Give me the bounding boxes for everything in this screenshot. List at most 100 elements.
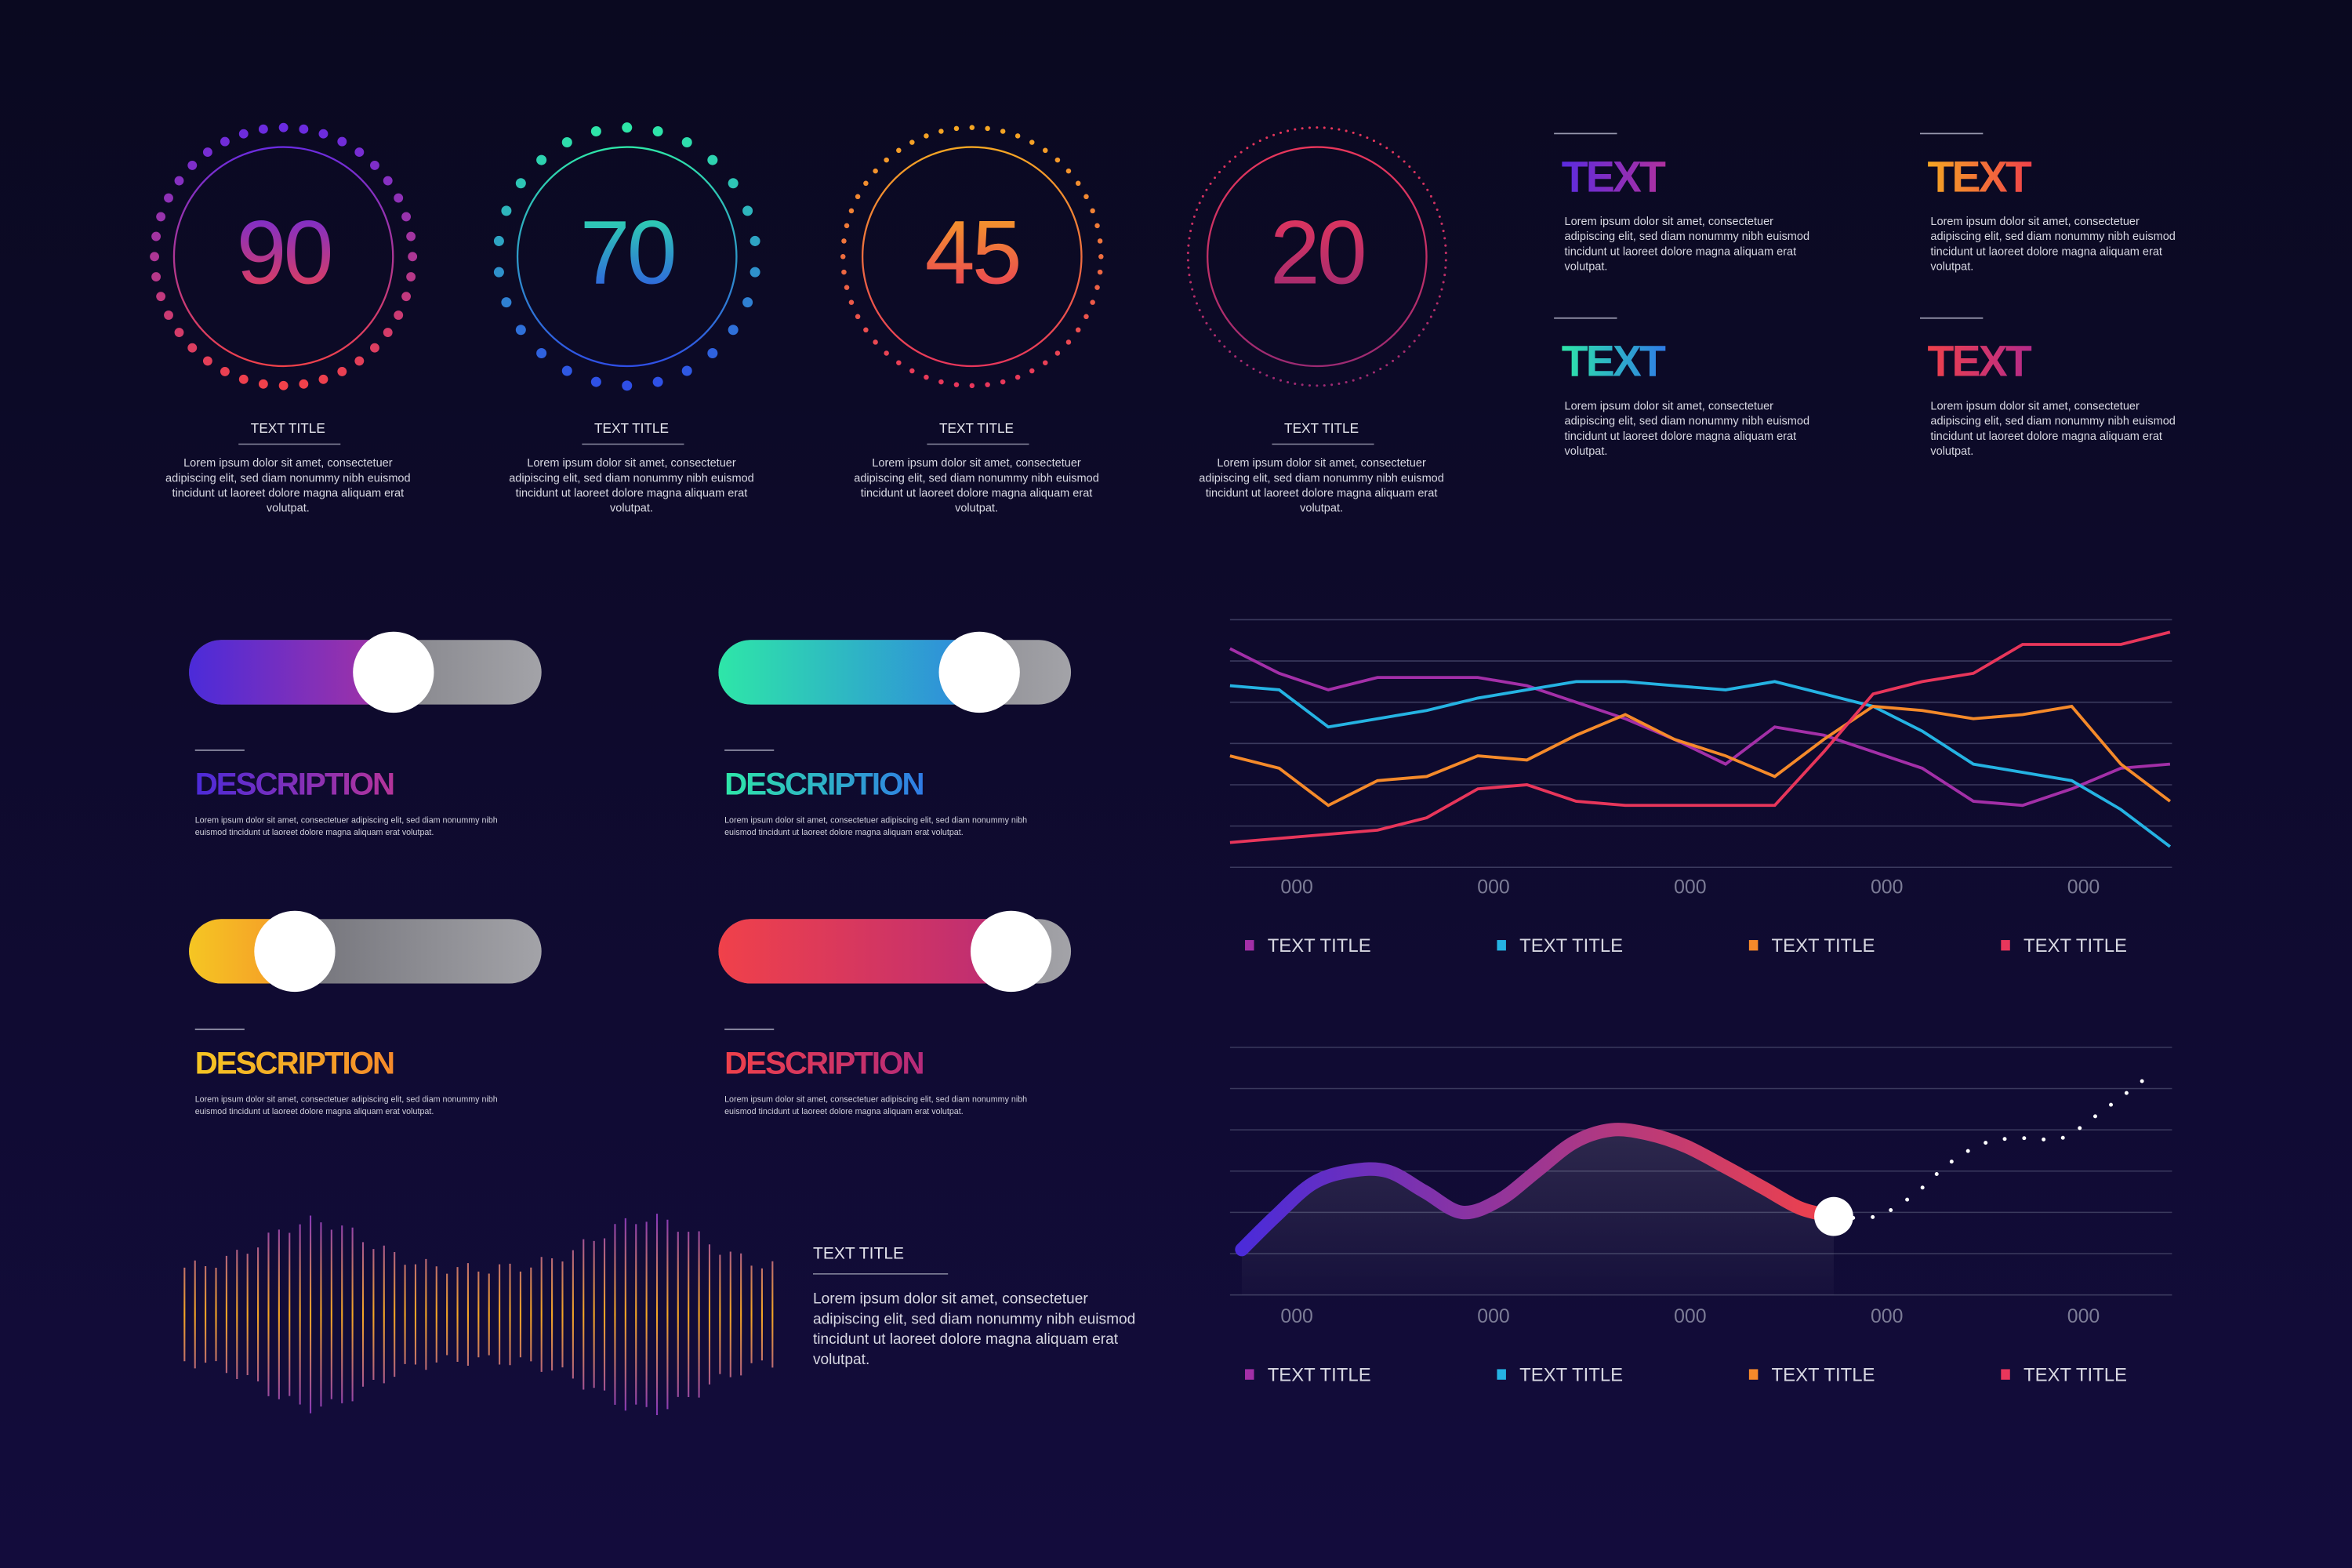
gauge-dot bbox=[318, 374, 328, 384]
gauge-dot bbox=[652, 376, 663, 387]
x-tick-label: 000 bbox=[1674, 877, 1706, 898]
gauge-dot bbox=[652, 125, 663, 136]
gauge-dot bbox=[1090, 299, 1095, 305]
gauge-dot bbox=[202, 147, 212, 158]
legend-swatch bbox=[2001, 1369, 2010, 1380]
legend-swatch bbox=[1245, 940, 1254, 951]
legend-swatch bbox=[2001, 940, 2010, 951]
gauge-dot bbox=[1000, 379, 1006, 385]
slider-body: Lorem ipsum dolor sit amet, consectetuer… bbox=[724, 1095, 1027, 1105]
block-body: tincidunt ut laoreet dolore magna aliqua… bbox=[1930, 430, 2162, 443]
series-line bbox=[1235, 1123, 1841, 1257]
gauge-dot bbox=[728, 325, 739, 336]
gauge-dot bbox=[924, 374, 929, 380]
gauge-dot bbox=[150, 252, 159, 262]
gauge-dot bbox=[1189, 230, 1192, 233]
gauge-dot bbox=[841, 269, 847, 275]
slider-body: Lorem ipsum dolor sit amet, consectetuer… bbox=[195, 816, 498, 826]
gauge-body: tincidunt ut laoreet dolore magna aliqua… bbox=[1206, 488, 1438, 500]
gauge-dot bbox=[1054, 157, 1061, 163]
legend-label: TEXT TITLE bbox=[1519, 1364, 1623, 1385]
gauge-dot bbox=[278, 122, 289, 132]
gauge-dot bbox=[151, 231, 162, 241]
gauge-dot bbox=[1301, 127, 1304, 130]
gauge-body: tincidunt ut laoreet dolore magna aliqua… bbox=[172, 488, 405, 500]
legend-label: TEXT TITLE bbox=[1772, 935, 1875, 956]
legend-label: TEXT TITLE bbox=[2024, 1364, 2127, 1385]
gauge-dot bbox=[1198, 309, 1201, 312]
slider-body: euismod tincidunt ut laoreet dolore magn… bbox=[724, 1107, 964, 1116]
gauge-dot bbox=[909, 368, 915, 374]
gauge-dot bbox=[750, 267, 760, 278]
gauge-dot bbox=[742, 205, 753, 216]
slider-knob bbox=[353, 631, 434, 713]
gauge-body: volutpat. bbox=[610, 503, 653, 515]
gauge-dot bbox=[590, 125, 601, 136]
gauge-dot bbox=[1229, 160, 1232, 163]
gauge-dot bbox=[1436, 209, 1439, 212]
gauge-dot bbox=[258, 379, 268, 389]
gauge-dot bbox=[187, 343, 198, 353]
gauge-dot bbox=[383, 176, 393, 186]
gauge-dot bbox=[299, 379, 309, 389]
gauge-dot bbox=[750, 235, 760, 246]
gauge-dot bbox=[1240, 359, 1243, 362]
gauge-dot bbox=[1265, 374, 1269, 377]
gauge-dot bbox=[1443, 237, 1446, 240]
gauge-dot bbox=[401, 292, 412, 302]
gauge-dot bbox=[1094, 223, 1100, 229]
x-tick-label: 000 bbox=[1674, 1305, 1706, 1327]
gauge-dot bbox=[848, 208, 855, 214]
block-body: Lorem ipsum dolor sit amet, consectetuer bbox=[1930, 401, 2140, 413]
gauge-dot bbox=[238, 374, 249, 384]
x-tick-label: 000 bbox=[1477, 877, 1509, 898]
gauge-dot bbox=[1098, 254, 1104, 260]
gauge-dot bbox=[1413, 339, 1416, 343]
gauge-dot bbox=[1209, 328, 1212, 331]
gauge-dot bbox=[855, 194, 861, 200]
gauge-dot bbox=[1426, 321, 1429, 325]
block-body: tincidunt ut laoreet dolore magna aliqua… bbox=[1565, 245, 1797, 258]
gauge-dot bbox=[1223, 165, 1226, 169]
slider-body: Lorem ipsum dolor sit amet, consectetuer… bbox=[724, 816, 1027, 826]
gauge-dot bbox=[1189, 281, 1192, 284]
gauge-dot bbox=[1234, 355, 1237, 358]
gauge-title: TEXT TITLE bbox=[1284, 420, 1359, 436]
gauge-dot bbox=[1429, 315, 1432, 318]
block-body: volutpat. bbox=[1565, 445, 1608, 458]
gauge-dot bbox=[1192, 215, 1196, 218]
gauge-dot bbox=[1252, 143, 1255, 146]
gauge-dot bbox=[590, 376, 601, 387]
gauge-dot bbox=[681, 137, 692, 148]
gauge-dot bbox=[202, 356, 212, 366]
block-heading: TEXT bbox=[1562, 337, 1666, 386]
gauge-dot bbox=[1014, 133, 1021, 139]
gauge-body: volutpat. bbox=[955, 503, 998, 515]
gauge-dot bbox=[707, 154, 718, 165]
gauge-value: 70 bbox=[580, 202, 674, 303]
gauge-body: tincidunt ut laoreet dolore magna aliqua… bbox=[861, 488, 1093, 500]
gauge-body: Lorem ipsum dolor sit amet, consectetuer bbox=[872, 457, 1081, 470]
gauge-dot bbox=[844, 223, 850, 229]
gauge-dot bbox=[1294, 128, 1297, 131]
gauge-dot bbox=[840, 254, 846, 260]
gauge-dot bbox=[873, 168, 878, 174]
gauge-dot bbox=[1392, 151, 1395, 154]
gauge-dot bbox=[1075, 180, 1081, 187]
gauge-dot bbox=[1397, 155, 1400, 158]
gauge-dot bbox=[1352, 131, 1355, 134]
gauge-dot bbox=[493, 235, 504, 246]
series-line bbox=[1831, 1074, 2151, 1221]
gauge-dot bbox=[1385, 147, 1388, 150]
gauge-dot bbox=[1218, 170, 1221, 174]
gauge-value: 20 bbox=[1270, 202, 1364, 303]
gauge-dot bbox=[187, 160, 198, 170]
gauge-dot bbox=[1330, 127, 1334, 130]
wave-body: Lorem ipsum dolor sit amet, consectetuer bbox=[813, 1290, 1088, 1307]
gauge-dot bbox=[841, 238, 847, 244]
gauge-dot bbox=[1191, 288, 1194, 291]
gauge-value: 90 bbox=[237, 202, 331, 303]
gauge-dot bbox=[370, 160, 379, 170]
gauge-dot bbox=[1029, 140, 1035, 145]
